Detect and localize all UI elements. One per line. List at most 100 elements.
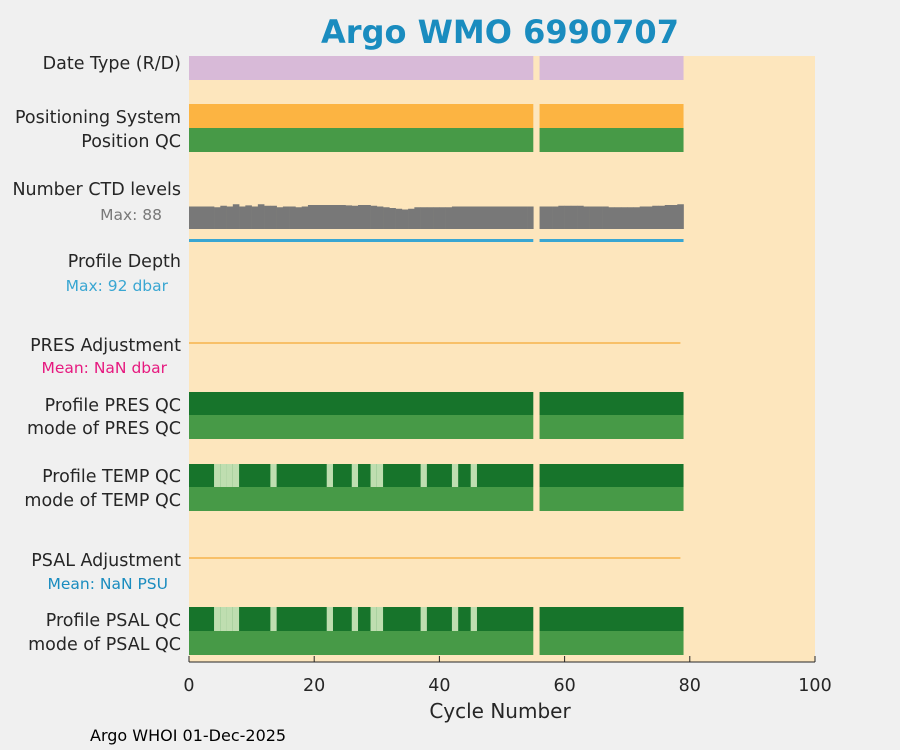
mode-pres-qc-row [189, 415, 684, 439]
ctd-level-bar [389, 208, 396, 229]
ctd-level-bar [645, 206, 653, 229]
ctd-level-bar [464, 206, 471, 229]
profile-temp-qc-flag [270, 464, 277, 487]
ctd-level-bar [577, 205, 584, 229]
position-qc-row [189, 128, 684, 152]
mode-pres-qc-label: mode of PRES QC [27, 419, 181, 439]
mode-pres-qc-bar [189, 415, 534, 439]
profile-temp-qc-flag [451, 464, 459, 487]
profile-temp-qc-bar [189, 464, 534, 487]
mode-pres-qc-bar [539, 415, 684, 439]
ctd-level-bar [326, 205, 334, 229]
positioning-system-bar [539, 104, 684, 128]
ctd-level-bar [289, 206, 296, 229]
profile-psal-qc-flag [214, 607, 221, 631]
profile-temp-qc-flag [226, 464, 233, 487]
x-tick-label: 20 [303, 676, 325, 696]
ctd-level-bar [639, 206, 647, 229]
x-axis: 0 20 40 60 80 100 [183, 656, 832, 696]
ctd-level-bar [383, 207, 390, 229]
ctd-level-bar [189, 206, 196, 229]
ctd-level-bar [527, 206, 534, 229]
ctd-levels-label: Number CTD levels [12, 180, 181, 200]
ctd-level-bar [633, 207, 641, 229]
ctd-level-bar [476, 206, 484, 229]
ctd-level-bar [652, 205, 659, 229]
ctd-level-bar [414, 207, 421, 229]
ctd-level-bar [552, 206, 559, 229]
mode-psal-qc-bar [539, 631, 684, 655]
ctd-level-bar [201, 206, 209, 229]
profile-psal-qc-flag [470, 607, 477, 631]
profile-temp-qc-flag [214, 464, 221, 487]
ctd-level-bar [627, 207, 634, 229]
ctd-level-bar [276, 207, 284, 229]
footer-credit: Argo WHOI 01-Dec-2025 [90, 726, 286, 745]
mode-temp-qc-row [189, 487, 684, 511]
ctd-level-bar [295, 207, 302, 229]
ctd-levels-row [189, 204, 684, 229]
profile-psal-qc-flag [420, 607, 427, 631]
ctd-level-bar [301, 206, 309, 229]
ctd-level-bar [401, 209, 409, 229]
profile-pres-qc-bar [189, 392, 534, 415]
profile-temp-qc-flag [376, 464, 384, 487]
date-type-row [189, 56, 684, 80]
ctd-level-bar [483, 206, 490, 229]
ctd-level-bar [358, 205, 365, 229]
profile-temp-qc-label: Profile TEMP QC [42, 467, 181, 487]
ctd-level-bar [408, 208, 415, 229]
profile-psal-qc-flag [376, 607, 384, 631]
date-type-bar [539, 56, 684, 80]
ctd-level-bar [314, 205, 321, 229]
ctd-level-bar [439, 207, 446, 229]
x-tick-label: 40 [428, 676, 450, 696]
ctd-level-bar [677, 204, 684, 229]
ctd-level-bar [251, 206, 259, 229]
profile-psal-qc-flag [370, 607, 377, 631]
profile-psal-qc-flag [232, 607, 240, 631]
ctd-level-bar [445, 207, 453, 229]
profile-temp-qc-flag [220, 464, 227, 487]
ctd-level-bar [214, 207, 221, 229]
profile-temp-qc-flag [420, 464, 427, 487]
ctd-level-bar [207, 206, 215, 229]
ctd-level-bar [508, 206, 515, 229]
ctd-level-bar [520, 206, 528, 229]
ctd-level-bar [558, 205, 565, 229]
ctd-level-bar [564, 205, 572, 229]
date-type-label: Date Type (R/D) [43, 54, 181, 74]
ctd-level-bar [489, 206, 497, 229]
ctd-level-bar [539, 206, 547, 229]
position-qc-bar [189, 128, 534, 152]
profile-psal-qc-flag [351, 607, 359, 631]
ctd-level-bar [451, 206, 459, 229]
ctd-level-bar [195, 206, 202, 229]
rows-layer [189, 56, 684, 655]
profile-depth-stat: Max: 92 dbar [66, 277, 169, 295]
ctd-level-bar [502, 206, 509, 229]
ctd-level-bar [514, 206, 522, 229]
ctd-level-bar [433, 207, 440, 229]
positioning-system-label: Positioning System [15, 108, 181, 128]
mode-temp-qc-label: mode of TEMP QC [24, 491, 181, 511]
ctd-level-bar [339, 205, 346, 229]
mode-psal-qc-label: mode of PSAL QC [28, 635, 181, 655]
ctd-levels-stat: Max: 88 [100, 206, 162, 224]
row-labels: Date Type (R/D) Positioning System Positio… [12, 54, 181, 655]
profile-psal-qc-bar [189, 607, 534, 631]
ctd-level-bar [664, 205, 672, 229]
ctd-level-bar [370, 205, 378, 229]
pres-adjustment-stat: Mean: NaN dbar [41, 359, 167, 377]
mode-temp-qc-bar [539, 487, 684, 511]
ctd-level-bar [658, 205, 666, 229]
x-axis-label: Cycle Number [429, 699, 571, 723]
profile-temp-qc-row [189, 464, 684, 487]
ctd-level-bar [232, 204, 240, 229]
profile-pres-qc-label: Profile PRES QC [45, 396, 181, 416]
ctd-level-bar [257, 204, 265, 229]
ctd-level-bar [614, 207, 622, 229]
ctd-level-bar [351, 205, 359, 229]
ctd-level-bar [595, 206, 603, 229]
